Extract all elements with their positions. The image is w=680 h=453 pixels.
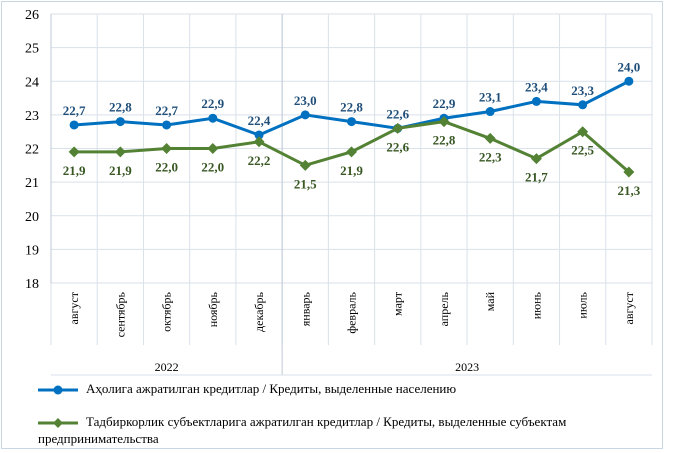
data-point <box>392 122 404 134</box>
x-tick-label: февраль <box>345 291 359 333</box>
data-point <box>68 146 80 158</box>
data-point <box>115 117 125 127</box>
x-tick-label: июнь <box>529 291 543 319</box>
data-point <box>69 120 79 130</box>
y-tick-label: 23 <box>25 109 39 124</box>
data-point <box>207 143 219 154</box>
x-tick-label: октябрь <box>160 291 174 331</box>
data-point <box>623 166 635 178</box>
data-point <box>114 146 126 158</box>
data-label: 22,5 <box>571 143 594 158</box>
data-label: 21,5 <box>294 176 317 191</box>
x-tick-label: декабрь <box>252 291 266 332</box>
data-label: 23,3 <box>571 83 594 98</box>
data-label: 22,7 <box>63 103 86 118</box>
y-tick-label: 25 <box>25 42 39 57</box>
data-point <box>484 132 496 144</box>
data-point <box>577 126 589 138</box>
x-tick-label: апрель <box>437 291 451 326</box>
data-point <box>299 159 311 171</box>
legend-item-1: Аҳолига ажратилган кредитлар / Кредиты, … <box>38 380 456 397</box>
data-point <box>161 143 173 154</box>
y-tick-label: 22 <box>25 143 39 158</box>
y-tick-label: 19 <box>25 243 39 258</box>
data-label: 23,0 <box>294 93 317 108</box>
y-tick-label: 18 <box>25 277 39 292</box>
data-label: 22,9 <box>201 96 224 111</box>
data-label: 22,2 <box>248 153 271 168</box>
data-label: 22,3 <box>479 149 502 164</box>
data-point <box>485 107 495 117</box>
data-label: 22,0 <box>201 160 224 175</box>
data-label: 22,9 <box>433 96 456 111</box>
x-tick-label: март <box>391 291 405 316</box>
data-point <box>347 117 356 127</box>
data-point <box>346 146 357 158</box>
data-label: 21,9 <box>340 163 363 178</box>
x-tick-label: август <box>67 291 81 324</box>
data-label: 22,8 <box>109 100 132 115</box>
data-label: 21,9 <box>109 163 132 178</box>
data-label: 23,1 <box>479 90 502 105</box>
y-tick-label: 26 <box>25 8 39 23</box>
x-tick-label: май <box>483 291 497 311</box>
x-tick-label: июль <box>576 291 590 318</box>
legend-marker-circle-icon <box>38 385 78 395</box>
data-label: 21,7 <box>525 170 548 185</box>
data-point <box>578 100 588 110</box>
data-point <box>531 96 541 106</box>
data-label: 22,8 <box>433 133 456 148</box>
data-point <box>624 76 634 86</box>
data-label: 23,4 <box>525 79 548 94</box>
data-label: 22,0 <box>155 160 178 175</box>
x-tick-label: август <box>622 291 636 324</box>
data-label: 24,0 <box>618 59 641 74</box>
group-label: 2023 <box>455 360 479 374</box>
legend-marker-diamond-icon <box>38 418 78 429</box>
data-label: 22,4 <box>248 113 271 128</box>
data-point <box>530 153 542 165</box>
data-label: 22,8 <box>340 100 363 115</box>
x-tick-label: январь <box>298 291 312 326</box>
data-point <box>300 110 310 120</box>
y-tick-label: 20 <box>25 210 39 225</box>
x-tick-label: сентябрь <box>113 291 127 337</box>
data-point <box>162 120 172 130</box>
group-label: 2022 <box>155 360 179 374</box>
data-point <box>254 130 264 140</box>
data-label: 22,6 <box>386 106 409 121</box>
data-label: 22,6 <box>386 139 409 154</box>
data-point <box>438 116 450 128</box>
data-label: 21,9 <box>63 163 86 178</box>
legend-item-2: Тадбиркорлик субъектларига ажратилган кр… <box>38 414 567 447</box>
x-tick-label: ноябрь <box>206 291 220 327</box>
chart-frame <box>1 1 663 449</box>
y-tick-label: 21 <box>25 176 39 191</box>
data-label: 21,3 <box>618 183 641 198</box>
y-tick-label: 24 <box>25 75 39 90</box>
data-label: 22,7 <box>155 103 178 118</box>
data-point <box>208 113 218 123</box>
data-point <box>253 136 265 148</box>
